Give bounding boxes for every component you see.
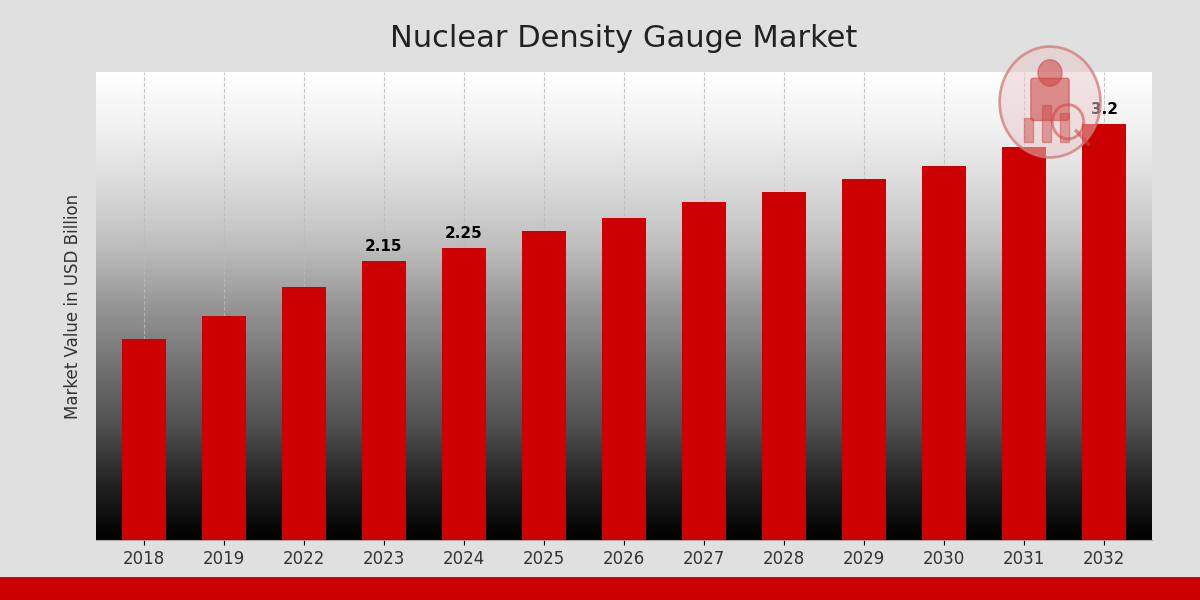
Bar [202,316,246,540]
Bar [1060,113,1069,142]
Bar [682,202,726,540]
Bar [1024,118,1033,142]
FancyBboxPatch shape [1031,78,1069,121]
Circle shape [1000,47,1100,157]
Y-axis label: Market Value in USD Billion: Market Value in USD Billion [64,193,82,419]
Bar [122,338,166,540]
Text: 2.25: 2.25 [445,226,482,241]
Bar [362,260,406,540]
Bar [1082,124,1126,540]
Bar [522,230,566,540]
Bar [842,179,886,540]
Bar [762,191,806,540]
Bar [282,286,326,540]
Bar [602,218,646,540]
Text: 3.2: 3.2 [1091,103,1117,118]
Title: Nuclear Density Gauge Market: Nuclear Density Gauge Market [390,24,858,53]
Bar [922,166,966,540]
Bar [442,247,486,540]
Bar [1002,148,1046,540]
Circle shape [1038,60,1062,86]
Text: 2.15: 2.15 [365,239,403,254]
Bar [1042,104,1051,142]
